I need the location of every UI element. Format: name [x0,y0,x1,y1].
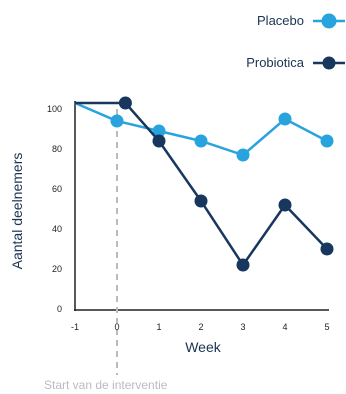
data-point-placebo [236,148,250,162]
legend-marker-probiotica [322,56,336,70]
x-tick-label: 3 [240,322,245,332]
x-tick-label: 2 [198,322,203,332]
data-point-probiotica [278,198,292,212]
legend-marker-placebo [321,13,337,29]
data-point-probiotica [118,96,132,110]
y-tick-label: 100 [47,104,62,114]
data-point-placebo [110,114,124,128]
legend: Placebo Probiotica [246,13,345,70]
x-tick-label: 4 [282,322,287,332]
data-point-placebo [152,124,166,138]
y-tick-label: 0 [57,304,62,314]
data-point-probiotica [152,134,166,148]
data-point-placebo [278,112,292,126]
y-tick-label: 20 [52,264,62,274]
x-tick-label: 0 [114,322,119,332]
axes [74,101,329,375]
data-point-probiotica [194,194,208,208]
data-point-probiotica [320,242,334,256]
series-line-probiotica [75,101,328,268]
data-point-placebo [194,134,208,148]
y-tick-label: 40 [52,224,62,234]
data-point-probiotica [236,258,250,272]
legend-label-placebo: Placebo [257,13,304,28]
x-tick-label: 5 [324,322,329,332]
intervention-label: Start van de interventie [44,378,168,392]
x-axis-title: Week [185,339,222,355]
x-tick-label: 1 [156,322,161,332]
legend-label-probiotica: Probiotica [246,55,305,70]
y-tick-label: 60 [52,184,62,194]
y-axis-title: Aantal deelnemers [9,153,25,270]
data-point-placebo [320,134,334,148]
y-tick-label: 80 [52,144,62,154]
series-marks [74,96,334,272]
x-tick-label: -1 [71,322,79,332]
tick-labels: 0 20 40 60 80 100 -1 0 1 2 3 4 5 [47,104,330,332]
